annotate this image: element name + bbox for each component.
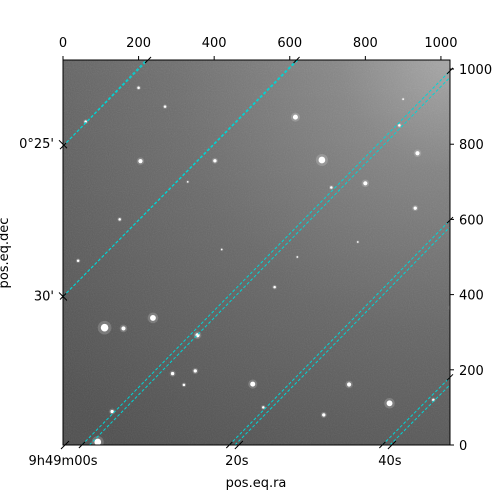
- top-tick-label: 800: [353, 36, 378, 51]
- star: [186, 180, 189, 183]
- star: [150, 314, 156, 321]
- star: [213, 159, 217, 163]
- dec-tick-label: 30': [34, 289, 54, 304]
- grid-edge-tick: [378, 441, 386, 449]
- pixel-x-axis-top: 0 200 400 600 800 1000: [59, 36, 457, 60]
- pixel-y-axis-right: 0 200 400 600 800 1000: [450, 63, 492, 454]
- grid-line: [389, 384, 450, 445]
- x-axis-label: pos.eq.ra: [226, 476, 287, 491]
- star: [100, 323, 109, 332]
- grid-edge-tick: [446, 373, 454, 381]
- star: [356, 241, 359, 243]
- star: [84, 120, 87, 123]
- grid-edge-tick: [144, 56, 152, 64]
- star: [322, 413, 326, 417]
- star: [262, 406, 265, 409]
- grid-line: [89, 76, 450, 445]
- star: [398, 124, 401, 127]
- star: [330, 186, 333, 189]
- grid-edge-tick: [59, 142, 67, 150]
- sky-shade: [63, 60, 450, 445]
- image-plot-area: [59, 56, 454, 449]
- star: [137, 86, 140, 90]
- star: [193, 369, 197, 373]
- ra-tick-label: 9h49m00s: [28, 454, 97, 469]
- right-tick-label: 1000: [459, 63, 492, 78]
- dec-axis-left: 0°25' 30': [19, 137, 68, 304]
- grid-line: [234, 226, 450, 445]
- star: [402, 98, 404, 100]
- star: [110, 409, 114, 414]
- grid-edge-tick: [78, 441, 86, 449]
- star: [450, 306, 454, 310]
- star: [220, 248, 223, 251]
- grid-line: [228, 219, 450, 445]
- ra-axis-bottom: 9h49m00s 20s 40s: [28, 440, 402, 469]
- star: [94, 438, 102, 445]
- grid-line: [81, 70, 450, 445]
- star: [386, 400, 393, 407]
- ra-tick-mark: [60, 440, 70, 450]
- dec-tick-mark: [58, 139, 68, 149]
- star: [273, 285, 276, 289]
- star: [170, 371, 175, 376]
- star: [138, 159, 143, 164]
- y-axis-label: pos.eq.dec: [0, 218, 12, 289]
- star: [346, 382, 352, 387]
- star: [121, 326, 126, 331]
- top-tick-label: 600: [277, 36, 302, 51]
- star: [413, 206, 417, 210]
- plot-frame: [62, 59, 451, 446]
- star: [415, 151, 420, 156]
- top-tick-label: 0: [59, 36, 67, 51]
- top-tick-label: 200: [126, 36, 151, 51]
- star: [296, 256, 299, 258]
- star: [363, 181, 368, 186]
- star: [182, 383, 186, 387]
- grid-edge-tick: [225, 441, 233, 449]
- dec-tick-mark: [58, 292, 68, 301]
- star: [118, 218, 121, 221]
- grid-line: [63, 60, 299, 297]
- top-tick-label: 1000: [424, 36, 457, 51]
- star: [250, 381, 256, 387]
- ra-tick-mark: [234, 440, 244, 450]
- grid-edge-tick: [446, 216, 454, 224]
- right-tick-label: 800: [459, 138, 484, 153]
- grid-edge-tick: [293, 56, 300, 64]
- coordinate-grid: [63, 60, 450, 445]
- ra-tick-label: 40s: [378, 454, 402, 469]
- star: [318, 156, 326, 164]
- star: [292, 114, 298, 120]
- star: [163, 105, 167, 108]
- ra-tick-mark: [387, 440, 397, 450]
- grid-line: [381, 376, 450, 445]
- right-tick-label: 200: [459, 364, 484, 379]
- star: [76, 259, 80, 263]
- right-tick-label: 400: [459, 289, 484, 304]
- top-tick-label: 400: [202, 36, 227, 51]
- ra-tick-label: 20s: [225, 454, 249, 469]
- dec-tick-label: 0°25': [19, 137, 54, 152]
- right-tick-label: 600: [459, 213, 484, 228]
- right-tick-label: 0: [459, 439, 467, 454]
